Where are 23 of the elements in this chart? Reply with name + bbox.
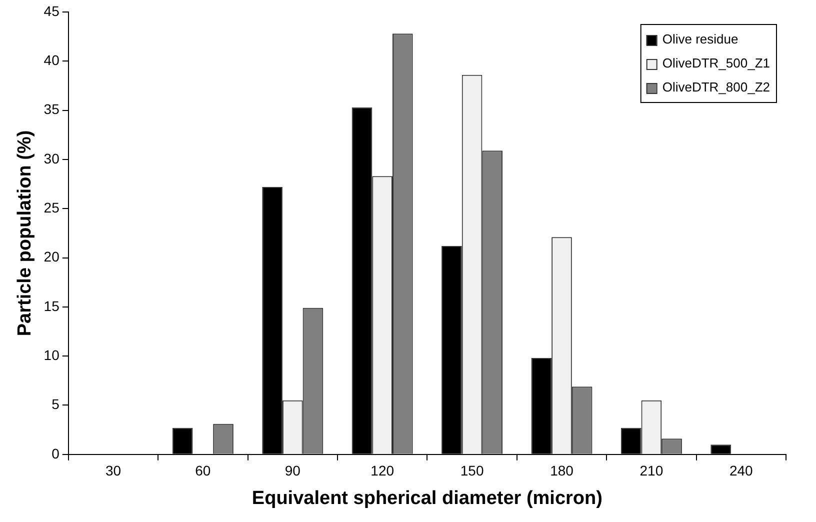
y-tick-label: 35 (44, 101, 60, 118)
x-tick-label: 60 (195, 462, 211, 479)
x-axis-title: Equivalent spherical diameter (micron) (252, 488, 602, 509)
x-tick-label: 150 (460, 462, 484, 479)
y-tick-label: 10 (44, 346, 60, 363)
y-tick-label: 0 (52, 445, 60, 462)
x-tick-label: 30 (105, 462, 122, 479)
x-tick-label: 180 (550, 462, 574, 479)
y-tick-label: 25 (44, 199, 60, 216)
y-tick-label: 5 (52, 396, 60, 412)
legend-label: Olive residue (662, 32, 738, 47)
legend-label: OliveDTR_800_Z2 (662, 80, 770, 95)
y-axis-title: Particle population (%) (14, 130, 36, 336)
y-tick-label: 40 (44, 52, 60, 68)
y-tick-label: 15 (44, 298, 60, 314)
x-tick-label: 120 (370, 462, 394, 479)
x-tick-label: 240 (729, 462, 754, 479)
x-tick-label: 210 (640, 462, 664, 479)
legend-label: OliveDTR_500_Z1 (662, 56, 770, 71)
y-tick-label: 45 (44, 2, 60, 19)
y-tick-label: 20 (44, 248, 60, 265)
y-tick-label: 30 (44, 150, 60, 166)
x-tick-label: 90 (284, 462, 301, 479)
